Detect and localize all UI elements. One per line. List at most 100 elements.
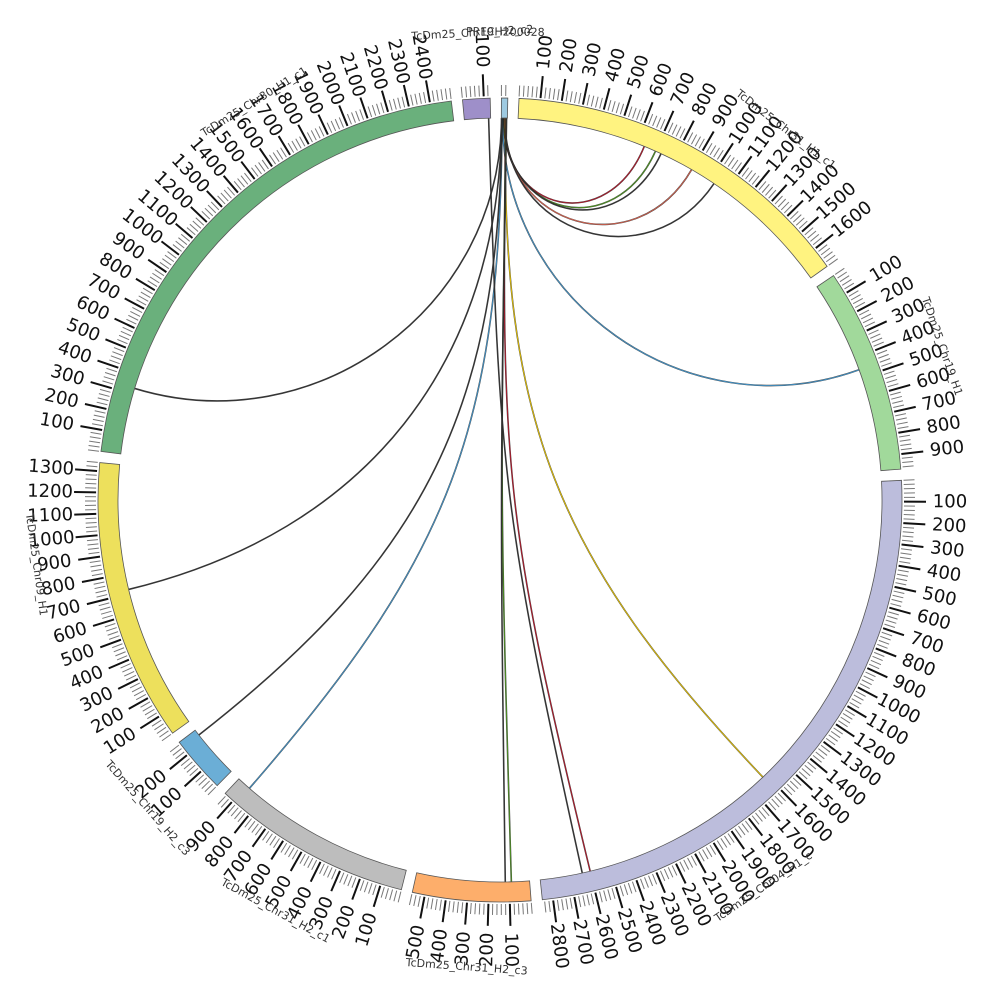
minor-tick bbox=[291, 140, 298, 151]
minor-tick bbox=[107, 631, 119, 636]
minor-tick bbox=[102, 380, 114, 385]
tick-label: 100 bbox=[500, 932, 522, 967]
minor-tick bbox=[731, 159, 739, 170]
minor-tick bbox=[615, 102, 620, 114]
minor-tick bbox=[842, 713, 853, 720]
minor-tick bbox=[531, 86, 534, 98]
minor-tick bbox=[154, 723, 164, 731]
major-tick bbox=[251, 828, 267, 848]
major-tick bbox=[114, 317, 135, 329]
major-tick bbox=[338, 105, 349, 127]
minor-tick bbox=[207, 204, 217, 214]
minor-tick bbox=[280, 147, 287, 158]
minor-tick bbox=[834, 267, 845, 275]
segment-tcdm25-chr04-h1-c bbox=[539, 479, 903, 901]
major-tick bbox=[258, 147, 273, 168]
minor-tick bbox=[154, 269, 165, 277]
minor-tick bbox=[660, 118, 666, 130]
major-tick bbox=[701, 130, 715, 152]
major-tick bbox=[75, 534, 98, 539]
minor-tick bbox=[413, 895, 417, 907]
minor-tick bbox=[901, 539, 913, 542]
tick-label: 200 bbox=[476, 932, 498, 967]
major-tick bbox=[508, 903, 512, 926]
major-tick bbox=[402, 84, 410, 107]
minor-tick bbox=[465, 86, 468, 98]
major-tick bbox=[222, 175, 239, 194]
minor-tick bbox=[195, 774, 205, 783]
major-tick bbox=[560, 78, 567, 101]
minor-tick bbox=[659, 870, 666, 882]
minor-tick bbox=[881, 362, 892, 367]
major-tick bbox=[175, 223, 194, 239]
minor-tick bbox=[87, 449, 100, 452]
minor-tick bbox=[159, 730, 169, 738]
minor-tick bbox=[272, 152, 280, 162]
tick-label: 1000 bbox=[28, 527, 75, 552]
minor-tick bbox=[679, 861, 686, 872]
minor-tick bbox=[122, 326, 133, 333]
major-tick bbox=[74, 512, 97, 516]
tick-label: 300 bbox=[451, 931, 475, 967]
major-tick bbox=[99, 638, 122, 649]
minor-tick bbox=[474, 903, 477, 915]
minor-tick bbox=[276, 149, 284, 160]
major-tick bbox=[169, 754, 188, 770]
minor-tick bbox=[865, 671, 876, 678]
minor-tick bbox=[590, 893, 595, 905]
minor-tick bbox=[401, 96, 406, 108]
minor-tick bbox=[112, 351, 123, 357]
minor-tick bbox=[175, 240, 185, 249]
minor-tick bbox=[343, 874, 349, 885]
minor-tick bbox=[709, 844, 717, 855]
major-tick bbox=[675, 863, 687, 884]
minor-tick bbox=[828, 734, 838, 742]
minor-tick bbox=[663, 868, 670, 880]
minor-tick bbox=[899, 439, 911, 442]
minor-tick bbox=[656, 117, 662, 128]
minor-tick bbox=[840, 716, 851, 724]
minor-tick bbox=[115, 651, 126, 657]
minor-tick bbox=[436, 89, 439, 101]
minor-tick bbox=[96, 401, 108, 406]
minor-tick bbox=[858, 309, 870, 316]
minor-tick bbox=[526, 903, 529, 915]
major-tick bbox=[419, 896, 426, 919]
minor-tick bbox=[611, 101, 616, 112]
major-tick bbox=[846, 280, 867, 294]
minor-tick bbox=[748, 172, 757, 183]
minor-tick bbox=[868, 663, 880, 670]
minor-tick bbox=[687, 132, 694, 143]
minor-tick bbox=[652, 115, 658, 127]
minor-tick bbox=[828, 258, 839, 266]
minor-tick bbox=[876, 349, 888, 355]
minor-tick bbox=[870, 659, 882, 666]
minor-tick bbox=[310, 130, 317, 141]
tick-label: 400 bbox=[925, 560, 962, 586]
minor-tick bbox=[87, 547, 99, 550]
major-tick bbox=[105, 338, 127, 349]
major-tick bbox=[809, 757, 828, 774]
labels-layer: PRFCH20002810020030040050060070080090010… bbox=[23, 23, 967, 978]
major-tick bbox=[425, 80, 431, 103]
minor-tick bbox=[448, 900, 451, 912]
minor-tick bbox=[868, 329, 879, 335]
minor-tick bbox=[569, 91, 573, 103]
minor-tick bbox=[792, 777, 802, 786]
minor-tick bbox=[758, 181, 767, 191]
minor-tick bbox=[460, 86, 463, 98]
minor-tick bbox=[397, 891, 402, 903]
minor-tick bbox=[269, 835, 277, 846]
minor-tick bbox=[789, 780, 799, 790]
minor-tick bbox=[892, 594, 904, 599]
minor-tick bbox=[841, 278, 852, 286]
minor-tick bbox=[178, 237, 188, 246]
minor-tick bbox=[318, 126, 325, 137]
minor-tick bbox=[883, 370, 895, 375]
minor-tick bbox=[738, 825, 746, 836]
minor-tick bbox=[896, 421, 908, 425]
major-tick bbox=[330, 870, 341, 892]
minor-tick bbox=[461, 902, 464, 914]
minor-tick bbox=[863, 675, 874, 682]
